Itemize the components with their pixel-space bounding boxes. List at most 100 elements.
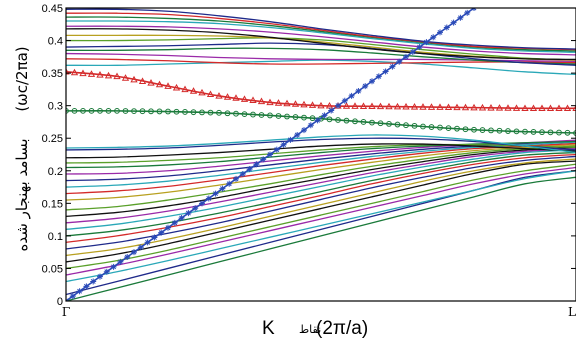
y-axis: 0 0.05 0.1 0.15 0.2 0.25 0.3 0.35 0.4 0.45 — [42, 3, 576, 308]
band-marker-circle — [224, 110, 231, 117]
band-marker-triangle — [164, 82, 172, 89]
band-marker-triangle — [410, 103, 419, 110]
band-marker-triangle — [427, 103, 436, 110]
band-marker-circle — [165, 108, 171, 115]
light-line-star — [437, 29, 443, 36]
band-marker-circle — [105, 107, 112, 114]
band-marker-circle — [505, 128, 511, 134]
band-marker-triangle — [359, 102, 368, 109]
band-marker-circle — [411, 122, 418, 129]
band-marker-circle — [97, 107, 103, 114]
x-tick-end: L — [568, 305, 576, 319]
band-marker-triangle — [138, 77, 147, 84]
x-axis-label: (2π/a) نقاط K — [262, 318, 368, 339]
band-marker-triangle — [240, 95, 249, 102]
band-line-12 — [66, 146, 576, 218]
band-marker-triangle — [572, 104, 576, 112]
band-marker-circle — [386, 120, 392, 127]
x-tick-gamma: Γ — [62, 305, 70, 319]
band-marker-circle — [241, 111, 248, 118]
light-line-star — [131, 249, 137, 256]
y-tick-label: 0.05 — [42, 263, 63, 275]
band-marker-circle — [301, 114, 307, 121]
band-marker-circle — [114, 107, 120, 114]
light-line-star — [464, 9, 471, 16]
band-marker-circle — [309, 115, 316, 122]
band-marker-circle — [207, 109, 214, 116]
light-line-star — [423, 39, 430, 46]
y-tick-label: 0.4 — [48, 36, 63, 48]
band-marker-triangle — [325, 101, 334, 109]
band-marker-triangle — [274, 99, 283, 106]
light-line-star — [260, 156, 267, 163]
band-marker-triangle — [87, 70, 96, 77]
band-marker-circle — [216, 109, 222, 116]
band-line-36 — [66, 16, 576, 52]
band-marker-triangle — [419, 103, 427, 110]
light-line-star — [375, 73, 382, 80]
band-marker-circle — [394, 121, 401, 128]
light-line-star — [212, 190, 219, 197]
light-line-star — [267, 151, 273, 158]
light-line-star — [103, 268, 110, 275]
band-marker-circle — [292, 114, 299, 120]
band-line-4 — [66, 163, 576, 270]
band-marker-circle — [513, 128, 520, 135]
y-tick-label: 0.1 — [48, 231, 63, 243]
band-marker-circle — [267, 112, 273, 119]
band-marker-triangle — [402, 102, 410, 110]
band-line-9 — [66, 151, 576, 237]
light-line-star — [137, 244, 144, 251]
band-marker-triangle — [232, 94, 240, 101]
light-line-star — [158, 229, 165, 236]
band-marker-triangle — [555, 104, 563, 112]
band-marker-circle — [131, 108, 137, 114]
band-marker-triangle — [512, 104, 521, 111]
light-line-star — [239, 171, 246, 178]
band-marker-triangle — [521, 104, 529, 112]
band-marker-circle — [369, 119, 375, 126]
light-line-star — [192, 205, 199, 212]
band-marker-circle — [454, 125, 460, 132]
band-marker-triangle — [393, 102, 402, 110]
band-line-14 — [66, 144, 576, 201]
band-line-34 — [66, 25, 576, 56]
band-marker-circle — [80, 107, 86, 114]
light-line-star — [253, 161, 260, 168]
band-line-35 — [66, 20, 576, 53]
light-line-star — [389, 63, 396, 70]
plot-frame — [65, 7, 576, 302]
band-marker-circle — [139, 108, 146, 115]
y-tick-label: 0.35 — [42, 68, 63, 80]
band-marker-triangle — [385, 102, 393, 110]
band-marker-triangle — [181, 85, 189, 93]
band-marker-triangle — [215, 92, 223, 99]
band-line-15 — [66, 142, 576, 195]
band-marker-triangle — [249, 96, 257, 103]
band-marker-circle — [403, 122, 409, 129]
light-line-star — [97, 273, 103, 280]
band-marker-circle — [148, 108, 154, 115]
band-marker-triangle — [461, 103, 470, 111]
band-line-7 — [66, 155, 576, 250]
light-line-star — [69, 293, 76, 300]
band-marker-circle — [496, 127, 503, 134]
band-marker-circle — [335, 117, 341, 123]
band-marker-triangle — [266, 98, 274, 106]
light-line-star — [246, 166, 253, 173]
band-line-33 — [66, 28, 576, 61]
band-marker-triangle — [546, 104, 555, 112]
band-line-21 — [66, 143, 576, 159]
light-line-star — [76, 288, 83, 295]
band-marker-circle — [182, 109, 188, 115]
band-marker-triangle — [257, 97, 266, 105]
band-marker-triangle — [529, 104, 538, 112]
band-marker-triangle — [487, 104, 495, 111]
band-line-3 — [66, 166, 576, 276]
band-marker-triangle — [470, 103, 478, 111]
light-line-star — [307, 122, 314, 129]
band-line-27 — [66, 58, 576, 65]
band-marker-triangle — [478, 103, 487, 111]
y-tick-label: 0.2 — [48, 166, 63, 178]
